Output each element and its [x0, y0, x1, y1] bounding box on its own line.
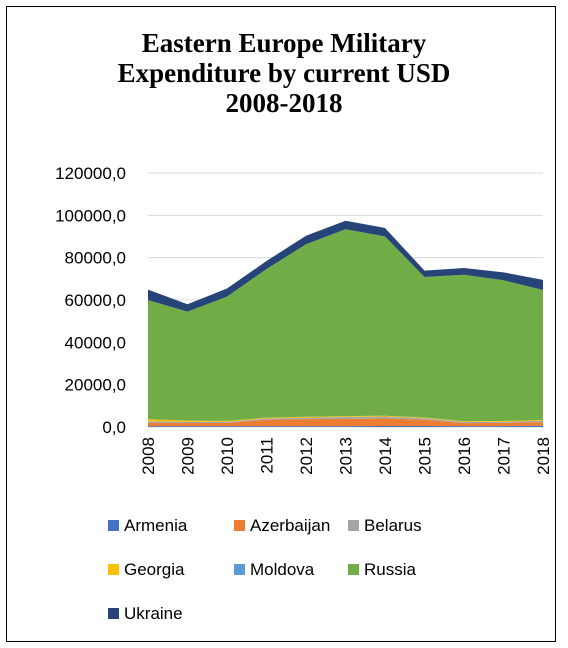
y-tick-label: 0,0: [102, 418, 126, 437]
x-tick-label: 2008: [139, 437, 158, 475]
legend-item-armenia: Armenia: [108, 516, 187, 536]
legend-swatch: [108, 564, 119, 575]
y-tick-label: 80000,0: [65, 249, 126, 268]
y-tick-label: 40000,0: [65, 333, 126, 352]
x-tick-label: 2016: [455, 437, 474, 475]
y-tick-label: 120000,0: [55, 164, 126, 183]
legend-swatch: [108, 608, 119, 619]
y-tick-label: 20000,0: [65, 376, 126, 395]
legend-label: Ukraine: [124, 604, 183, 623]
x-tick-label: 2015: [416, 437, 435, 475]
x-axis-ticks: 2008 2009 2010 2011 2012 2013 2014 2015 2016 2017…: [139, 437, 553, 475]
legend-label: Azerbaijan: [250, 516, 330, 535]
x-tick-label: 2009: [179, 437, 198, 475]
y-tick-label: 100000,0: [55, 206, 126, 225]
legend-item-georgia: Georgia: [108, 560, 184, 580]
legend-swatch: [348, 564, 359, 575]
legend-item-moldova: Moldova: [234, 560, 314, 580]
y-tick-label: 60000,0: [65, 291, 126, 310]
x-tick-label: 2018: [534, 437, 553, 475]
legend-label: Georgia: [124, 560, 184, 579]
legend-item-russia: Russia: [348, 560, 416, 580]
legend-swatch: [108, 520, 119, 531]
x-tick-label: 2010: [218, 437, 237, 475]
x-tick-label: 2011: [258, 437, 277, 474]
y-axis-ticks: 0,0 20000,0 40000,0 60000,0 80000,0 100000,0 1…: [55, 164, 126, 437]
x-tick-label: 2013: [337, 437, 356, 475]
x-tick-label: 2012: [297, 437, 316, 475]
legend-label: Belarus: [364, 516, 422, 535]
legend-item-ukraine: Ukraine: [108, 604, 183, 624]
area-series: [148, 221, 543, 427]
legend-label: Armenia: [124, 516, 187, 535]
legend-swatch: [234, 564, 245, 575]
x-tick-label: 2017: [495, 437, 514, 475]
legend-swatch: [348, 520, 359, 531]
legend-label: Moldova: [250, 560, 314, 579]
legend-label: Russia: [364, 560, 416, 579]
x-tick-label: 2014: [376, 437, 395, 475]
legend-item-azerbaijan: Azerbaijan: [234, 516, 330, 536]
legend-item-belarus: Belarus: [348, 516, 422, 536]
legend-swatch: [234, 520, 245, 531]
